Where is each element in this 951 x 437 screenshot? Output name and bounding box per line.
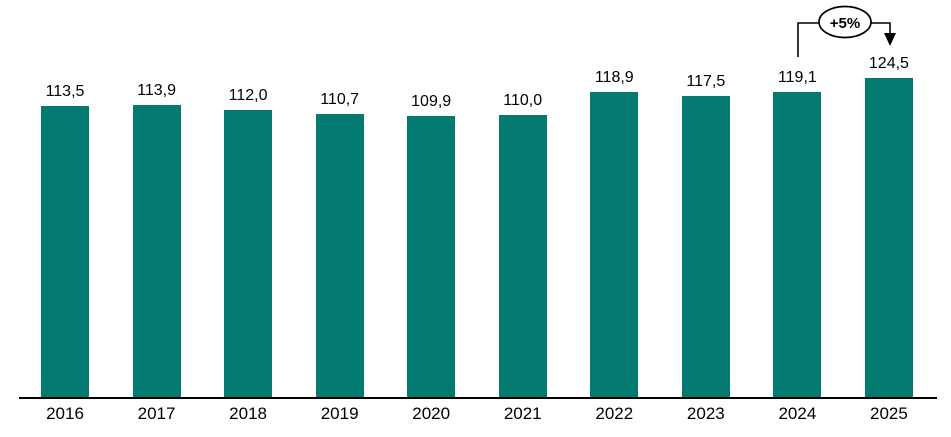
bar-value-label: 113,9 (137, 82, 176, 99)
x-tick-label-2020: 2020 (412, 404, 451, 423)
bars-row: 113,5 113,9 112,0 110,7 109,9 110,0 118,9 117,5… (41, 0, 913, 398)
bar-value-label: 110,7 (320, 91, 360, 108)
bar-value-label: 117,5 (686, 73, 726, 90)
bar-column-2020: 109,9 (407, 93, 456, 398)
x-axis-tick-labels: 2016 2017 2018 2019 2020 2021 2022 2023 2024 2025 (41, 404, 913, 424)
x-tick-label-2024: 2024 (778, 404, 817, 423)
bar-value-label: 118,9 (594, 69, 634, 86)
bar-column-2025: 124,5 (864, 55, 913, 398)
x-tick-label-2018: 2018 (229, 404, 267, 423)
bar-2019 (315, 114, 364, 398)
bar-column-2021: 110,0 (498, 92, 547, 398)
x-tick-label-2022: 2022 (595, 404, 634, 423)
bar-2016 (41, 106, 89, 398)
bar-column-2018: 112,0 (224, 87, 273, 398)
bar-2025 (864, 78, 913, 398)
bar-value-label: 110,0 (503, 92, 543, 109)
bar-column-2016: 113,5 (41, 84, 89, 398)
bar-2023 (681, 96, 730, 398)
x-tick-label-2021: 2021 (503, 404, 542, 423)
bar-2018 (224, 110, 273, 398)
bar-column-2023: 117,5 (681, 73, 730, 398)
bar-value-label: 124,5 (868, 55, 909, 72)
bar-column-2024: 119,1 (773, 69, 822, 398)
bar-2022 (590, 92, 639, 398)
x-tick-label-2017: 2017 (137, 404, 176, 423)
bar-value-label: 113,5 (45, 83, 85, 100)
x-tick-label-2023: 2023 (686, 404, 725, 423)
bar-column-2022: 118,9 (590, 69, 639, 398)
bar-2021 (498, 115, 547, 398)
bar-2017 (132, 105, 181, 398)
bar-column-2017: 113,9 (132, 82, 181, 398)
bar-2020 (407, 116, 456, 398)
bar-value-label: 112,0 (228, 87, 268, 104)
x-tick-label-2025: 2025 (870, 404, 908, 423)
bar-2024 (773, 92, 822, 398)
x-axis-line (19, 397, 937, 399)
x-tick-label-2016: 2016 (46, 404, 84, 423)
bar-column-2019: 110,7 (315, 91, 364, 398)
bar-value-label: 109,9 (411, 93, 452, 110)
bar-value-label: 119,1 (777, 69, 817, 86)
x-tick-label-2019: 2019 (320, 404, 359, 423)
